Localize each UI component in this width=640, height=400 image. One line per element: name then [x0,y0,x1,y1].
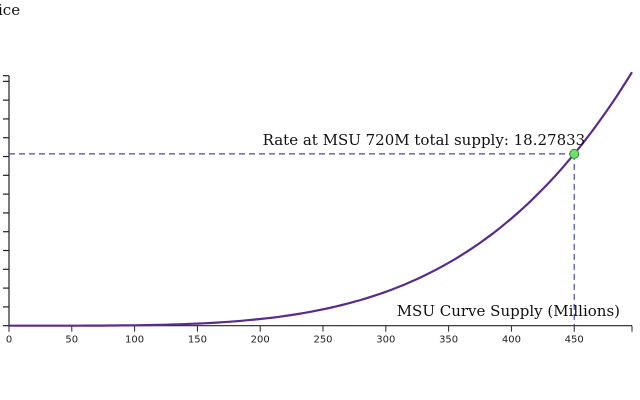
x-tick-label: 150 [188,335,207,346]
x-tick-label: 50 [65,335,78,346]
highlight-point [569,148,580,159]
x-tick-label: 450 [565,335,584,346]
chart-title: ice [0,1,20,19]
x-tick-label: 350 [439,335,458,346]
x-tick-label: 100 [125,335,144,346]
x-tick-label: 400 [502,335,521,346]
x-tick-label: 200 [251,335,270,346]
x-tick-label: 300 [376,335,395,346]
x-tick-label: 0 [6,335,12,346]
y-axis [3,75,10,327]
highlight-label: Rate at MSU 720M total supply: 18.27833 [263,131,586,149]
x-axis-label: MSU Curve Supply (Millions) [397,302,620,320]
x-tick-label: 250 [313,335,332,346]
series-line [9,71,633,327]
x-axis: 0 50 100 150 200 250 300 350 400 450 [6,325,633,346]
